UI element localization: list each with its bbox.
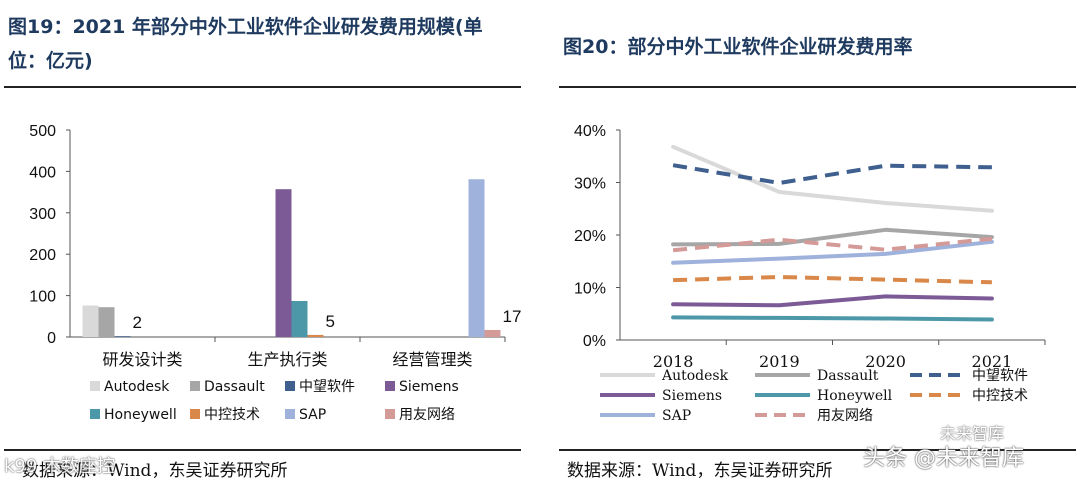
- bar-category-label: 经营管理类: [392, 350, 472, 369]
- line-series-autodesk: [671, 144, 994, 213]
- right-title-rule: [559, 86, 1076, 88]
- bar-legend-label-中控技术: 中控技术: [204, 407, 260, 423]
- line-x-tick-label: 2021: [972, 352, 1013, 371]
- bar-data-label: 17: [503, 307, 522, 326]
- line-series-honeywell: [671, 315, 994, 322]
- line-series-中控技术: [673, 275, 992, 285]
- line-legend-label-siemens: Siemens: [662, 388, 722, 404]
- left-source-rule: [4, 449, 521, 451]
- bar-用友网络: [484, 329, 501, 337]
- line-legend-label-sap: SAP: [662, 408, 691, 424]
- bar-legend-label-honeywell: Honeywell: [104, 407, 177, 423]
- left-title-rule: [4, 86, 521, 88]
- line-legend-label-中望软件: 中望软件: [972, 368, 1028, 384]
- bar-legend-label-autodesk: Autodesk: [104, 379, 170, 395]
- bar-legend-label-用友网络: 用友网络: [399, 407, 455, 423]
- line-legend-label-honeywell: Honeywell: [817, 388, 893, 404]
- bar-y-tick-label: 100: [29, 289, 56, 306]
- bar-legend-swatch-sap: [285, 409, 295, 419]
- left-figure-panel: 图19：2021 年部分中外工业软件企业研发费用规模(单位：亿元) 0 100 20…: [0, 0, 525, 484]
- line-legend-label-dassault: Dassault: [817, 368, 879, 384]
- bar-data-label: 5: [326, 312, 335, 331]
- line-y-tick-label: 40%: [574, 123, 606, 140]
- line-legend-label-用友网络: 用友网络: [817, 408, 873, 424]
- right-watermark-small: 未来智库: [940, 424, 1005, 443]
- bar-legend-swatch-中望软件: [285, 381, 295, 391]
- line-series-用友网络: [672, 236, 993, 253]
- line-x-tick-label: 2020: [865, 352, 906, 371]
- bar-sap: [468, 179, 485, 337]
- bar-legend-swatch-中控技术: [190, 409, 200, 419]
- line-y-tick-label: 0%: [583, 333, 606, 350]
- right-source-note: 数据来源：Wind，东吴证券研究所: [567, 461, 833, 481]
- bar-y-tick-label: 400: [29, 164, 56, 181]
- line-series-siemens: [671, 294, 994, 308]
- bar-legend-swatch-siemens: [385, 381, 395, 391]
- bar-legend-label-siemens: Siemens: [399, 379, 459, 395]
- line-legend-label-中控技术: 中控技术: [972, 388, 1028, 404]
- bar-legend-swatch-honeywell: [90, 409, 100, 419]
- line-y-tick-label: 30%: [574, 176, 606, 193]
- bar-legend-label-中望软件: 中望软件: [299, 379, 355, 395]
- line-legend-label-autodesk: Autodesk: [661, 368, 729, 384]
- line-x-tick-label: 2019: [759, 352, 800, 371]
- left-figure-title: 图19：2021 年部分中外工业软件企业研发费用规模(单位：亿元): [8, 16, 483, 72]
- left-source-note: 数据来源：Wind，东吴证券研究所: [22, 461, 288, 481]
- bar-y-tick-label: 200: [29, 247, 56, 264]
- bar-category-label: 研发设计类: [102, 350, 182, 369]
- bar-data-label: 2: [133, 313, 142, 332]
- rd-expense-ratio-line-chart: 0% 10% 20% 30% 40% 2018 2019 2020 2021 Autodesk Da…: [574, 123, 1046, 424]
- bar-legend-swatch-用友网络: [385, 409, 395, 419]
- right-source-rule: [559, 449, 1076, 451]
- left-watermark: k99 木数座控: [4, 456, 116, 477]
- right-watermark: 头条 @未来智库: [863, 446, 1024, 471]
- bar-y-tick-label: 500: [29, 123, 56, 140]
- bar-legend-swatch-autodesk: [90, 381, 100, 391]
- bar-siemens: [275, 189, 292, 337]
- bar-dassault: [98, 307, 115, 337]
- right-figure-panel: 图20：部分中外工业软件企业研发费用率 0% 10% 20% 30% 40% 2018 20…: [555, 0, 1080, 484]
- line-x-tick-label: 2018: [653, 352, 694, 371]
- bar-legend-label-sap: SAP: [299, 407, 326, 423]
- line-y-tick-label: 20%: [574, 228, 606, 245]
- bar-autodesk: [82, 305, 99, 337]
- rd-expense-bar-chart: 0 100 200 300 400 500 研发设计类 生产执行类 经营管理类 2 5 17 Autod…: [29, 123, 522, 423]
- bar-中控技术: [307, 334, 324, 337]
- bar-honeywell: [291, 300, 308, 337]
- right-figure-title: 图20：部分中外工业软件企业研发费用率: [563, 36, 913, 58]
- bar-y-tick-label: 0: [47, 330, 56, 347]
- bar-y-tick-label: 300: [29, 206, 56, 223]
- line-series-中望软件: [672, 163, 992, 185]
- line-series-sap: [671, 239, 994, 265]
- bar-category-label: 生产执行类: [247, 350, 327, 369]
- bar-中望软件: [114, 336, 131, 337]
- bar-legend-label-dassault: Dassault: [204, 379, 265, 395]
- line-y-tick-label: 10%: [574, 281, 606, 298]
- bar-legend-swatch-dassault: [190, 381, 200, 391]
